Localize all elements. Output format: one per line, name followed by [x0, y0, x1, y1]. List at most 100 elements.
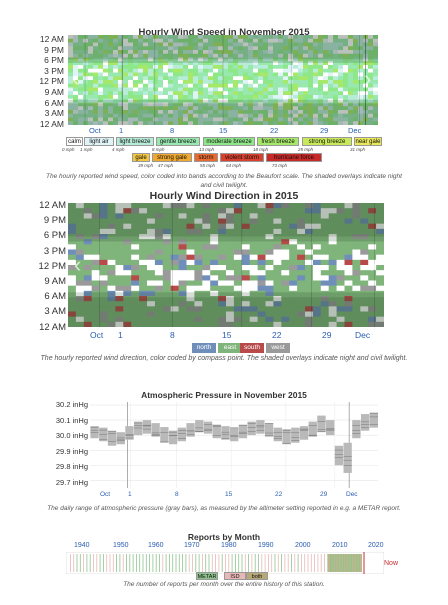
direction-cell	[139, 249, 148, 255]
direction-cell	[218, 306, 227, 312]
direction-cell	[297, 223, 306, 230]
speed-cell	[253, 80, 259, 85]
direction-cell	[75, 301, 85, 307]
speed-next-arrow[interactable]: ›	[364, 66, 372, 91]
speed-cell	[168, 121, 174, 125]
direction-cell	[123, 203, 132, 209]
speed-cell	[298, 110, 304, 115]
direction-cell	[336, 290, 345, 297]
speed-cell	[213, 95, 219, 100]
direction-cell	[265, 321, 274, 327]
direction-cell	[352, 311, 361, 317]
speed-cell	[303, 68, 309, 73]
speed-prev-arrow[interactable]: ‹	[72, 66, 80, 91]
direction-cell	[68, 275, 77, 281]
direction-cell	[178, 218, 187, 224]
speed-cell	[333, 102, 339, 107]
direction-cell	[305, 280, 314, 286]
speed-cell	[243, 65, 249, 70]
speed-cell	[88, 76, 94, 81]
direction-cell	[368, 259, 377, 266]
speed-cell	[268, 65, 274, 70]
y-tick-label: 9 AM	[44, 276, 66, 287]
speed-cell	[238, 76, 244, 81]
legend-both: both	[246, 572, 268, 580]
direction-cell	[123, 285, 132, 292]
speed-cell	[358, 50, 364, 55]
speed-cell	[353, 38, 359, 43]
direction-cell	[273, 311, 282, 317]
direction-prev-arrow[interactable]: ‹	[74, 252, 82, 277]
speed-cell	[78, 46, 84, 51]
speed-cell	[263, 102, 269, 107]
pressure-day-bar	[299, 426, 309, 440]
speed-cell	[308, 95, 314, 100]
direction-cell	[75, 208, 85, 214]
direction-cell	[131, 218, 140, 224]
speed-cell	[258, 53, 264, 58]
direction-cell	[83, 321, 92, 327]
direction-cell	[320, 218, 329, 224]
speed-cell	[193, 95, 199, 100]
direction-cell	[115, 306, 124, 312]
reports-bar	[122, 554, 124, 572]
direction-cell	[328, 301, 337, 307]
speed-cell	[198, 38, 204, 43]
direction-cell	[107, 280, 116, 286]
speed-cell	[313, 38, 319, 43]
speed-cell	[78, 113, 84, 118]
direction-cell	[123, 259, 132, 266]
speed-cell	[188, 106, 194, 111]
speed-cell	[148, 46, 154, 51]
direction-cell	[83, 208, 92, 214]
speed-cell	[318, 35, 324, 40]
direction-cell	[99, 203, 108, 209]
direction-cell	[328, 311, 337, 317]
direction-cell	[107, 213, 116, 219]
direction-cell	[352, 296, 361, 302]
direction-cell	[352, 321, 361, 327]
direction-cell	[99, 280, 108, 286]
reports-bar	[149, 554, 150, 572]
direction-cell	[123, 249, 132, 255]
direction-cell	[241, 321, 250, 327]
direction-cell	[170, 306, 179, 312]
speed-cell	[308, 98, 314, 103]
speed-cell	[73, 110, 79, 115]
reports-bar	[112, 554, 114, 572]
speed-cell	[333, 117, 339, 122]
direction-cell	[83, 290, 92, 297]
speed-cell	[163, 121, 169, 125]
direction-cell	[344, 234, 353, 240]
direction-cell	[210, 218, 219, 224]
speed-cell	[368, 46, 374, 51]
speed-cell	[273, 121, 279, 125]
speed-cell	[113, 98, 119, 103]
direction-cell	[107, 223, 116, 230]
speed-cell	[188, 91, 194, 96]
speed-cell	[298, 42, 304, 47]
speed-cell	[338, 110, 344, 115]
direction-next-arrow[interactable]: ›	[370, 252, 378, 277]
x-tick-label: 1	[119, 126, 124, 135]
speed-cell	[183, 95, 189, 100]
speed-cell	[308, 65, 314, 70]
speed-cell	[303, 106, 309, 111]
reports-bar	[185, 554, 187, 572]
direction-cell	[352, 259, 361, 266]
direction-cell	[91, 213, 100, 219]
speed-cell	[353, 83, 359, 88]
speed-cell	[313, 102, 319, 107]
speed-cell	[288, 110, 294, 115]
direction-cell	[154, 275, 164, 281]
speed-cell	[193, 68, 199, 73]
direction-cell	[360, 301, 369, 307]
direction-cell	[178, 275, 187, 281]
direction-cell	[328, 285, 337, 292]
speed-cell	[253, 46, 259, 51]
speed-cell	[233, 35, 239, 40]
direction-cell	[289, 296, 298, 302]
speed-cell	[178, 98, 184, 103]
speed-cell	[143, 61, 149, 66]
speed-cell	[323, 46, 329, 51]
